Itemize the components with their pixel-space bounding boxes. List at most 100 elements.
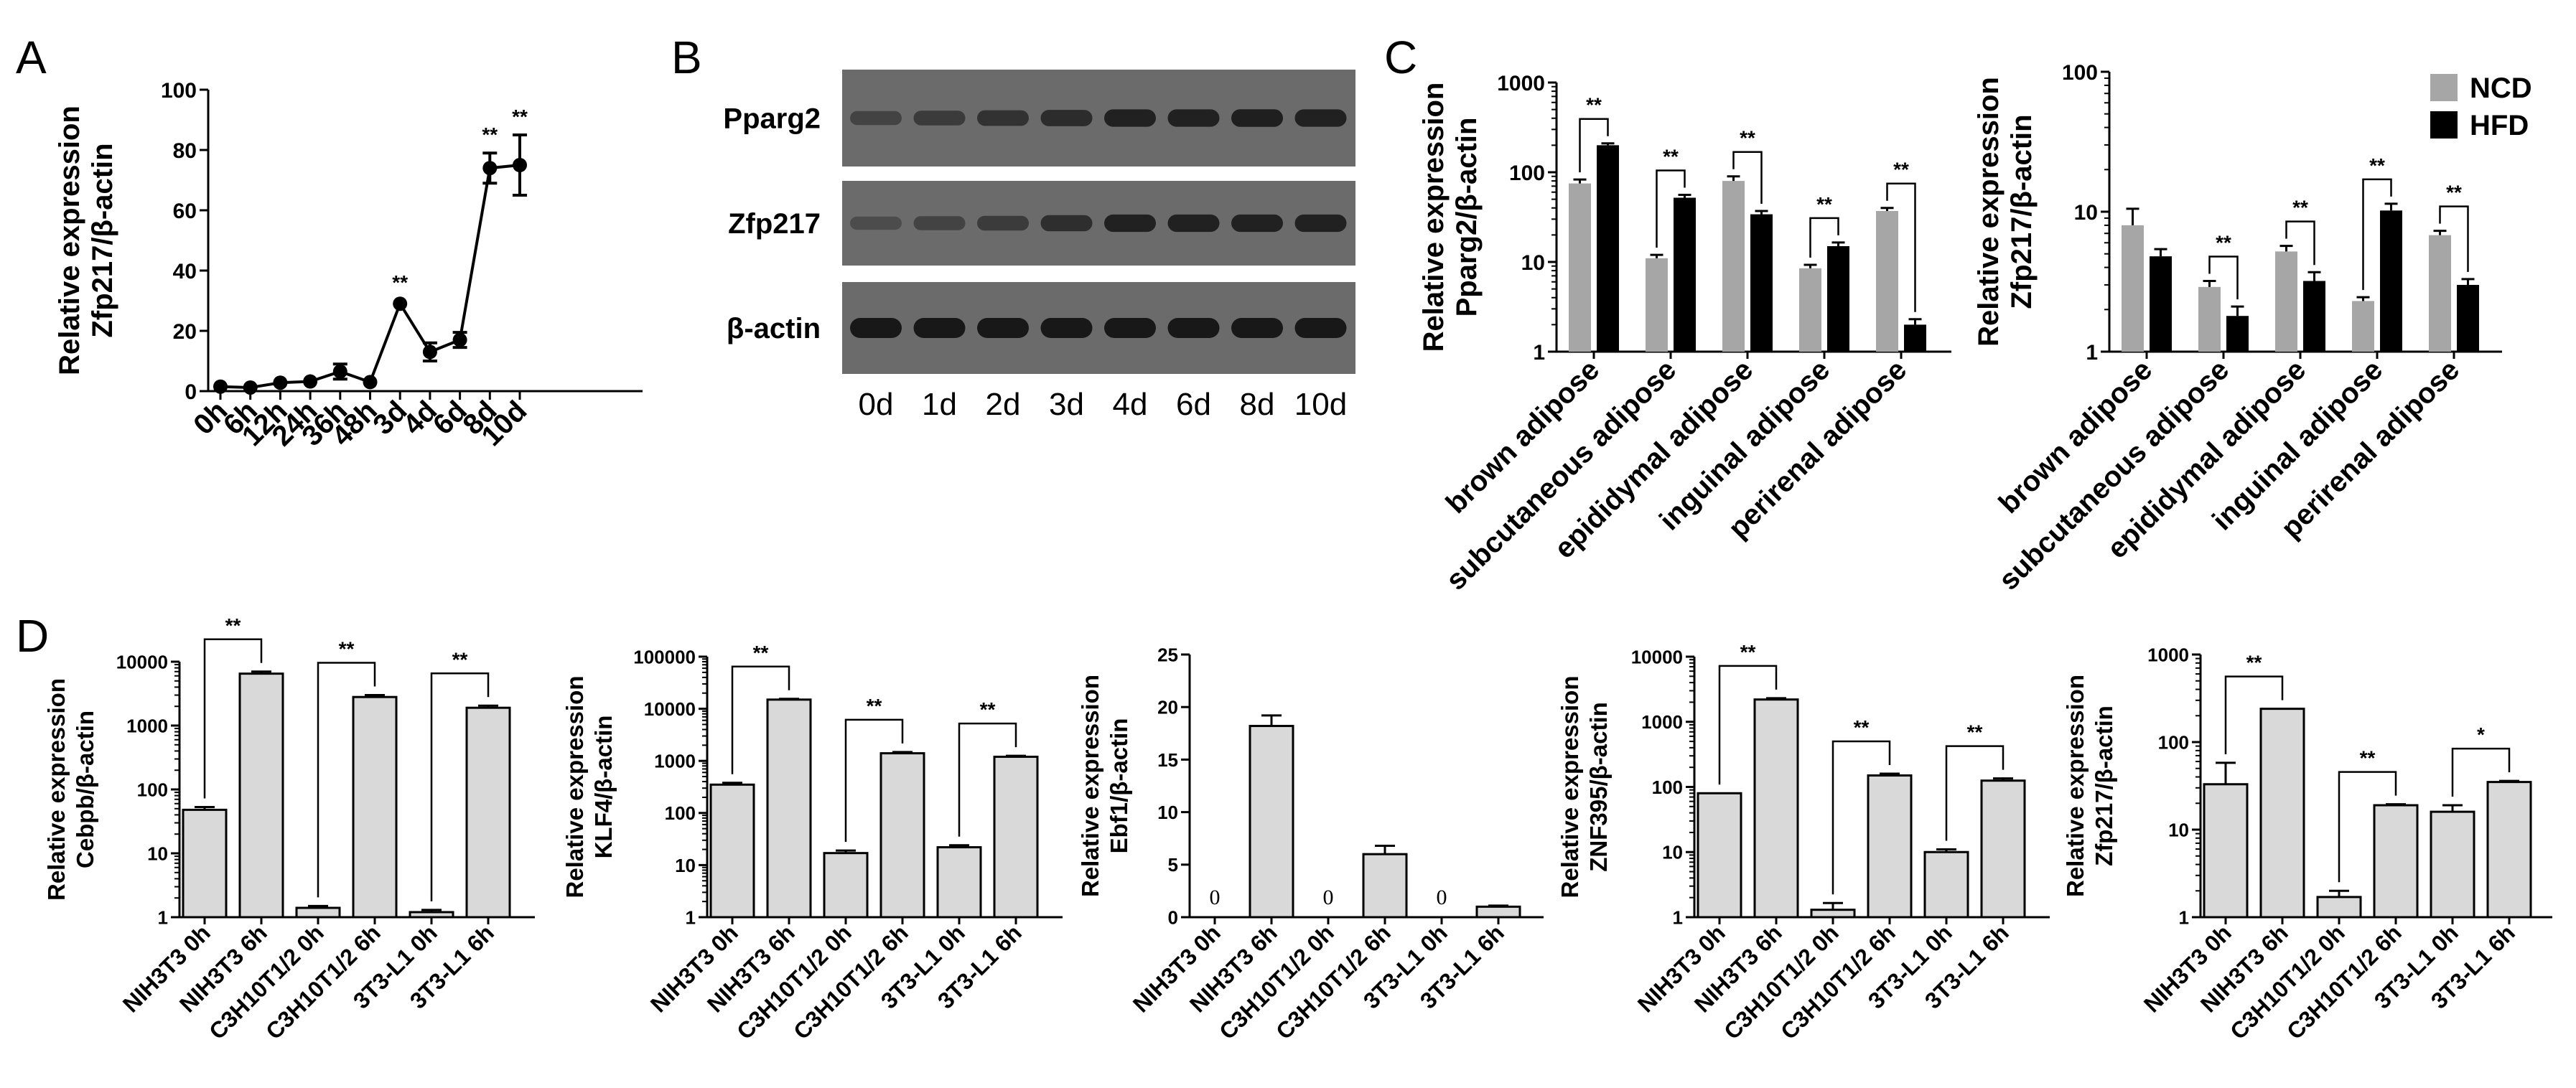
blot-band <box>1104 214 1156 233</box>
panel-letter-d: D <box>16 610 49 662</box>
significance-label: ** <box>1816 193 1832 215</box>
significance-label: ** <box>2216 231 2231 253</box>
data-point <box>452 332 467 347</box>
bar <box>1362 853 1408 919</box>
bar <box>1753 698 1799 919</box>
y-axis-label-line1: Relative expression <box>1973 77 2005 347</box>
bar-ncd <box>2275 251 2297 352</box>
y-tick-label: 100 <box>1509 161 1545 185</box>
y-axis-label-line1: Relative expression <box>2062 675 2089 897</box>
y-tick-label: 1000 <box>126 715 168 736</box>
significance-label: ** <box>2369 154 2385 177</box>
significance-bracket <box>1718 665 1778 785</box>
y-tick-label: 10 <box>2168 819 2189 840</box>
significance-label: ** <box>1586 94 1602 116</box>
bar <box>1697 792 1742 919</box>
significance-label: ** <box>1740 641 1756 663</box>
y-tick-label: 1 <box>2179 906 2189 928</box>
zero-label: 0 <box>1437 886 1447 909</box>
y-tick-label: 1 <box>686 906 696 928</box>
significance-label: ** <box>2446 182 2462 204</box>
legend-swatch-hfd <box>2430 111 2458 139</box>
bar-hfd <box>2226 316 2249 352</box>
y-axis-label-line2: Cebpb/β-actin <box>72 711 98 868</box>
y-tick-label: 100 <box>2158 731 2189 753</box>
bar-hfd <box>2380 210 2402 352</box>
significance-bracket <box>1809 217 1839 258</box>
y-tick-label: 10000 <box>116 651 168 672</box>
blot-band <box>977 110 1029 126</box>
y-tick-label: 80 <box>173 139 197 163</box>
significance-label: ** <box>1854 716 1870 738</box>
bar-hfd <box>1750 214 1773 352</box>
significance-bracket <box>2338 771 2397 883</box>
y-tick-label: 0 <box>185 380 197 404</box>
y-tick-label: 10 <box>1662 842 1683 863</box>
blot-band <box>1167 214 1220 233</box>
significance-label: ** <box>867 695 882 717</box>
bar <box>2203 783 2249 919</box>
y-axis-label: Relative expressionKLF4/β-actin <box>561 676 617 899</box>
significance-bracket <box>2224 675 2284 754</box>
y-tick-label: 0 <box>1168 906 1178 928</box>
bar-hfd <box>2303 281 2325 352</box>
panel-d-ebf1-bar-chart: 0 5 10 15 20 25 Relative expressionEbf1/β-acti… <box>1077 644 1544 1044</box>
data-point <box>393 296 408 311</box>
y-tick-label: 10 <box>675 855 696 876</box>
y-tick-label: 5 <box>1168 854 1178 876</box>
panel-letter-c: C <box>1384 32 1417 83</box>
legend-label-ncd: NCD <box>2470 72 2532 104</box>
bar <box>1980 779 2026 919</box>
y-axis-label-line1: Relative expression <box>1418 83 1450 352</box>
bar-ncd <box>1799 268 1821 352</box>
significance-bracket <box>430 672 490 901</box>
bar <box>2430 810 2475 919</box>
lane-label: 4d <box>1113 387 1148 422</box>
blot-band <box>1104 109 1156 127</box>
data-point <box>273 375 288 390</box>
significance-label: ** <box>753 642 769 664</box>
bar-hfd <box>1674 197 1696 352</box>
blot-row-label: Zfp217 <box>728 208 821 240</box>
bar <box>409 911 454 919</box>
y-tick-label: 20 <box>1157 697 1178 718</box>
blot-band <box>1040 215 1093 232</box>
bar <box>936 846 982 919</box>
significance-label: ** <box>482 123 498 146</box>
y-tick-label: 10 <box>1521 251 1545 275</box>
y-axis-label-line2: Zfp217/β-actin <box>87 143 118 337</box>
significance-label: ** <box>2360 747 2376 769</box>
bar-hfd <box>1904 324 1926 352</box>
blot-band <box>1104 318 1156 338</box>
y-axis-label-line2: ZNF395/β-actin <box>1585 702 1612 872</box>
bar <box>182 808 228 919</box>
panel-d-cebpb-bar-chart: 1 10 100 1000 10000 Relative expressionCebpb/… <box>43 614 535 1044</box>
y-axis-label-line2: Zfp217/β-actin <box>2091 705 2117 866</box>
y-tick-label: 10000 <box>644 698 696 720</box>
blot-band <box>850 318 902 338</box>
y-tick-label: 10 <box>2074 201 2098 225</box>
data-point <box>303 374 318 389</box>
bar <box>709 783 755 919</box>
significance-bracket <box>958 722 1017 837</box>
y-tick-label: 15 <box>1157 749 1178 771</box>
bar <box>823 852 869 919</box>
significance-bracket <box>2285 220 2315 266</box>
significance-label: ** <box>1893 159 1909 181</box>
significance-bracket <box>844 718 904 843</box>
significance-label: ** <box>1967 721 1983 744</box>
significance-bracket <box>1732 151 1763 204</box>
significance-label: ** <box>980 698 996 721</box>
y-tick-label: 10 <box>1157 802 1178 823</box>
y-tick-label: 1 <box>1673 906 1683 928</box>
data-point <box>243 380 258 395</box>
y-tick-label: 25 <box>1157 644 1178 665</box>
y-tick-label: 10 <box>147 843 168 864</box>
bar <box>2373 804 2419 919</box>
lane-label: 3d <box>1049 387 1084 422</box>
significance-label: ** <box>1740 127 1755 149</box>
y-axis-label-line2: KLF4/β-actin <box>590 716 617 859</box>
significance-bracket <box>1945 745 2005 841</box>
significance-bracket <box>2362 178 2392 291</box>
